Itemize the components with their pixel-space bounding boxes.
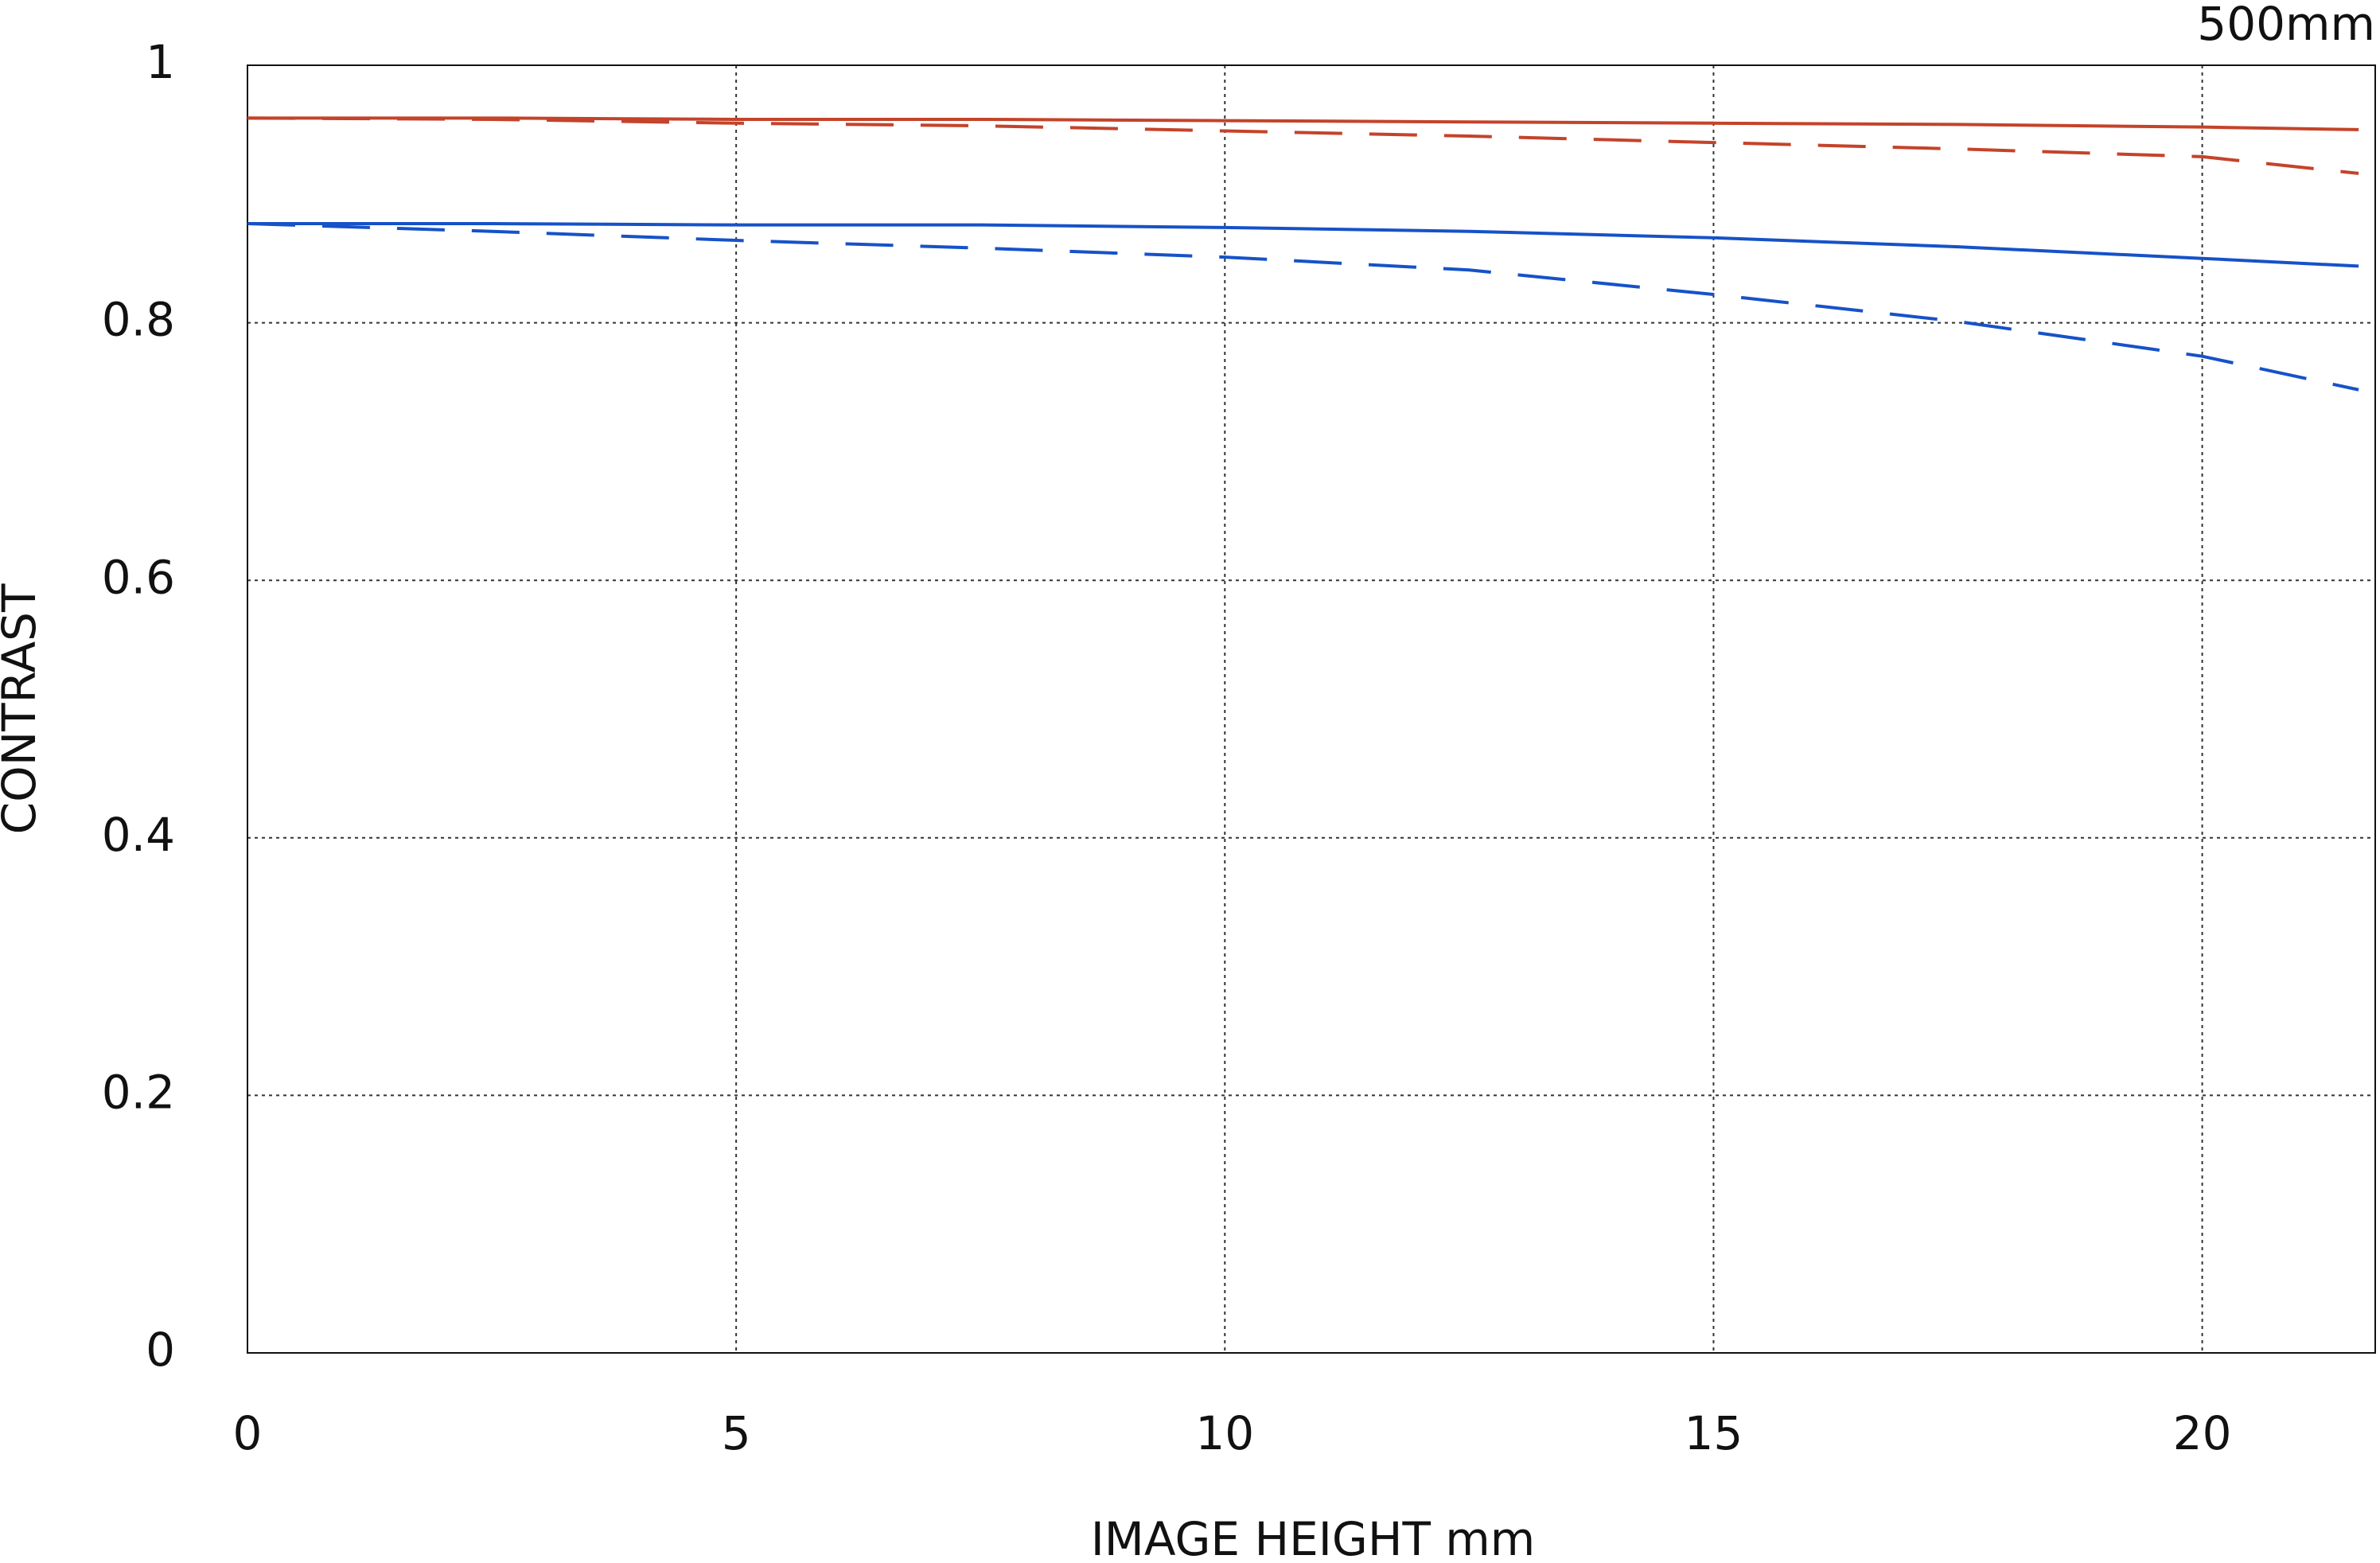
x-tick-label: 15 xyxy=(1685,1406,1743,1460)
y-tick-label: 0.4 xyxy=(102,808,175,862)
series-line xyxy=(247,222,2359,392)
y-tick-label: 0.2 xyxy=(102,1066,175,1120)
annotation: 500mm xyxy=(2197,0,2375,51)
series-line xyxy=(247,222,2359,268)
y-tick-label: 0.8 xyxy=(102,293,175,347)
series-line xyxy=(247,116,2359,175)
x-tick-label: 10 xyxy=(1195,1406,1254,1460)
y-tick-label: 0.6 xyxy=(102,550,175,604)
y-tick-label: 1 xyxy=(146,35,175,89)
series-line xyxy=(247,116,2359,131)
x-axis-title: IMAGE HEIGHT mm xyxy=(1091,1512,1536,1563)
x-tick-label: 20 xyxy=(2173,1406,2232,1460)
y-axis-title: CONTRAST xyxy=(0,583,46,834)
x-tick-label: 5 xyxy=(722,1406,751,1460)
x-tick-label: 0 xyxy=(233,1406,263,1460)
y-tick-label: 0 xyxy=(146,1323,175,1377)
plot-frame xyxy=(247,64,2376,1354)
